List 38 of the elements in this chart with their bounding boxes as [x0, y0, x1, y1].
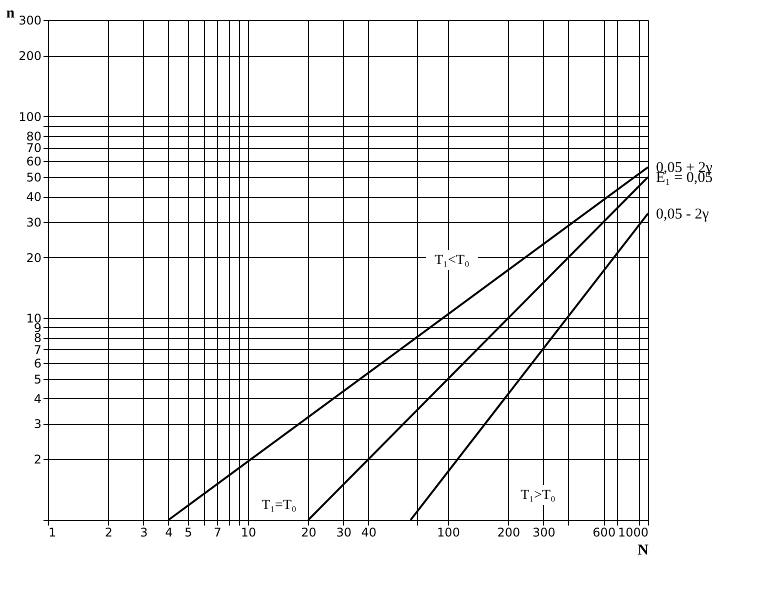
- x-tick-label: 20: [301, 526, 316, 540]
- x-axis-title: N: [638, 542, 649, 558]
- x-tick-label: 600: [592, 526, 616, 540]
- y-tick-label: 50: [26, 170, 42, 185]
- x-tick-label: 7: [214, 526, 222, 540]
- x-tick-label: 3: [140, 526, 148, 540]
- y-tick-label: 7: [34, 342, 42, 357]
- x-tick-label: 30: [336, 526, 352, 540]
- y-tick-label: 80: [26, 129, 42, 144]
- x-tick-label: 200: [497, 526, 520, 540]
- y-tick-label: 4: [34, 392, 42, 406]
- y-tick-label: 6: [34, 356, 42, 370]
- annotation: T₁=T₀: [262, 498, 296, 513]
- y-tick-label: 20: [26, 250, 42, 265]
- x-tick-label: 100: [437, 526, 460, 540]
- x-tick-label: 1: [48, 526, 56, 540]
- x-tick-label: 300: [532, 526, 556, 540]
- y-tick-label: 100: [18, 110, 42, 124]
- y-tick-label: 200: [18, 49, 42, 64]
- annotation: T₁<T₀: [434, 253, 470, 268]
- y-tick-label: 60: [26, 154, 42, 169]
- x-tick-label: 4: [165, 526, 173, 540]
- y-tick-label: 70: [26, 141, 42, 156]
- y-tick-label: 8: [34, 331, 42, 346]
- y-axis-title: n: [6, 6, 16, 22]
- x-tick-label: 2: [104, 526, 113, 540]
- x-tick-label: 5: [184, 526, 192, 540]
- x-tick-label: 10: [240, 526, 256, 540]
- x-tick-label: 1000: [618, 526, 648, 540]
- y-tick-label: 300: [18, 14, 42, 28]
- x-tick-label: 40: [361, 526, 377, 540]
- series-label: 0,05 - 2γ: [656, 206, 710, 222]
- y-tick-label: 2: [34, 452, 42, 467]
- y-tick-label: 40: [26, 190, 42, 204]
- y-tick-label: 30: [26, 215, 42, 230]
- annotation: T₁>T₀: [520, 488, 556, 503]
- y-tick-label: 5: [34, 372, 42, 386]
- y-tick-label: 3: [34, 417, 42, 432]
